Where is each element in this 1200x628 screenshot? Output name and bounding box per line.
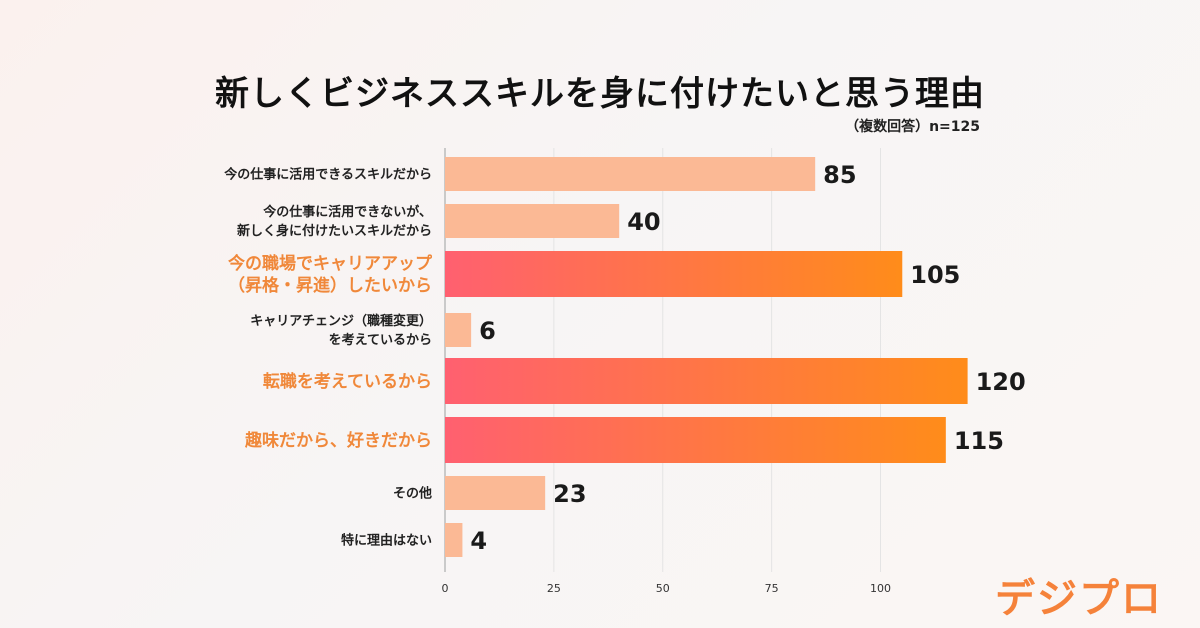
bars bbox=[445, 157, 968, 557]
category-label: 今の仕事に活用できるスキルだから bbox=[223, 167, 432, 183]
category-label: キャリアチェンジ（職種変更） bbox=[250, 313, 432, 329]
value-label: 120 bbox=[976, 368, 1026, 396]
value-label: 6 bbox=[479, 317, 496, 345]
category-label: 転職を考えているから bbox=[263, 371, 432, 392]
x-tick-label: 25 bbox=[547, 582, 561, 595]
category-label: 趣味だから、好きだから bbox=[244, 430, 432, 451]
bar bbox=[445, 204, 620, 238]
value-label: 115 bbox=[954, 427, 1004, 455]
x-tick-label: 100 bbox=[870, 582, 891, 595]
x-tick-labels: 0 25 50 75 100 bbox=[442, 582, 892, 595]
bar bbox=[445, 157, 816, 191]
category-label: を考えているから bbox=[329, 332, 432, 348]
value-label: 23 bbox=[553, 480, 586, 508]
bar bbox=[445, 523, 463, 557]
bar-highlighted bbox=[445, 358, 968, 404]
bar-highlighted bbox=[445, 251, 903, 297]
chart-title: 新しくビジネススキルを身に付けたいと思う理由 bbox=[215, 74, 985, 114]
category-label: （昇格・昇進）したいから bbox=[228, 275, 432, 296]
category-label: 今の職場でキャリアアップ bbox=[228, 253, 433, 274]
category-label: 新しく身に付けたいスキルだから bbox=[237, 223, 432, 239]
value-label: 4 bbox=[470, 527, 487, 555]
value-label: 105 bbox=[910, 261, 960, 289]
bar-highlighted bbox=[445, 417, 946, 463]
bar bbox=[445, 476, 546, 510]
x-tick-label: 0 bbox=[442, 582, 449, 595]
category-labels: 今の仕事に活用できるスキルだから今の仕事に活用できないが、新しく身に付けたいスキ… bbox=[223, 167, 433, 549]
sample-size-note: （複数回答）n=125 bbox=[845, 119, 980, 135]
x-tick-label: 75 bbox=[765, 582, 779, 595]
x-tick-label: 50 bbox=[656, 582, 670, 595]
value-labels: 85 40 105 6 120 115 23 4 bbox=[470, 161, 1025, 555]
value-label: 40 bbox=[627, 208, 660, 236]
bar bbox=[445, 313, 472, 347]
brand-logo: デジプロ bbox=[995, 576, 1163, 622]
category-label: その他 bbox=[393, 486, 432, 502]
category-label: 今の仕事に活用できないが、 bbox=[262, 204, 432, 220]
category-label: 特に理由はない bbox=[341, 533, 432, 549]
value-label: 85 bbox=[823, 161, 856, 189]
